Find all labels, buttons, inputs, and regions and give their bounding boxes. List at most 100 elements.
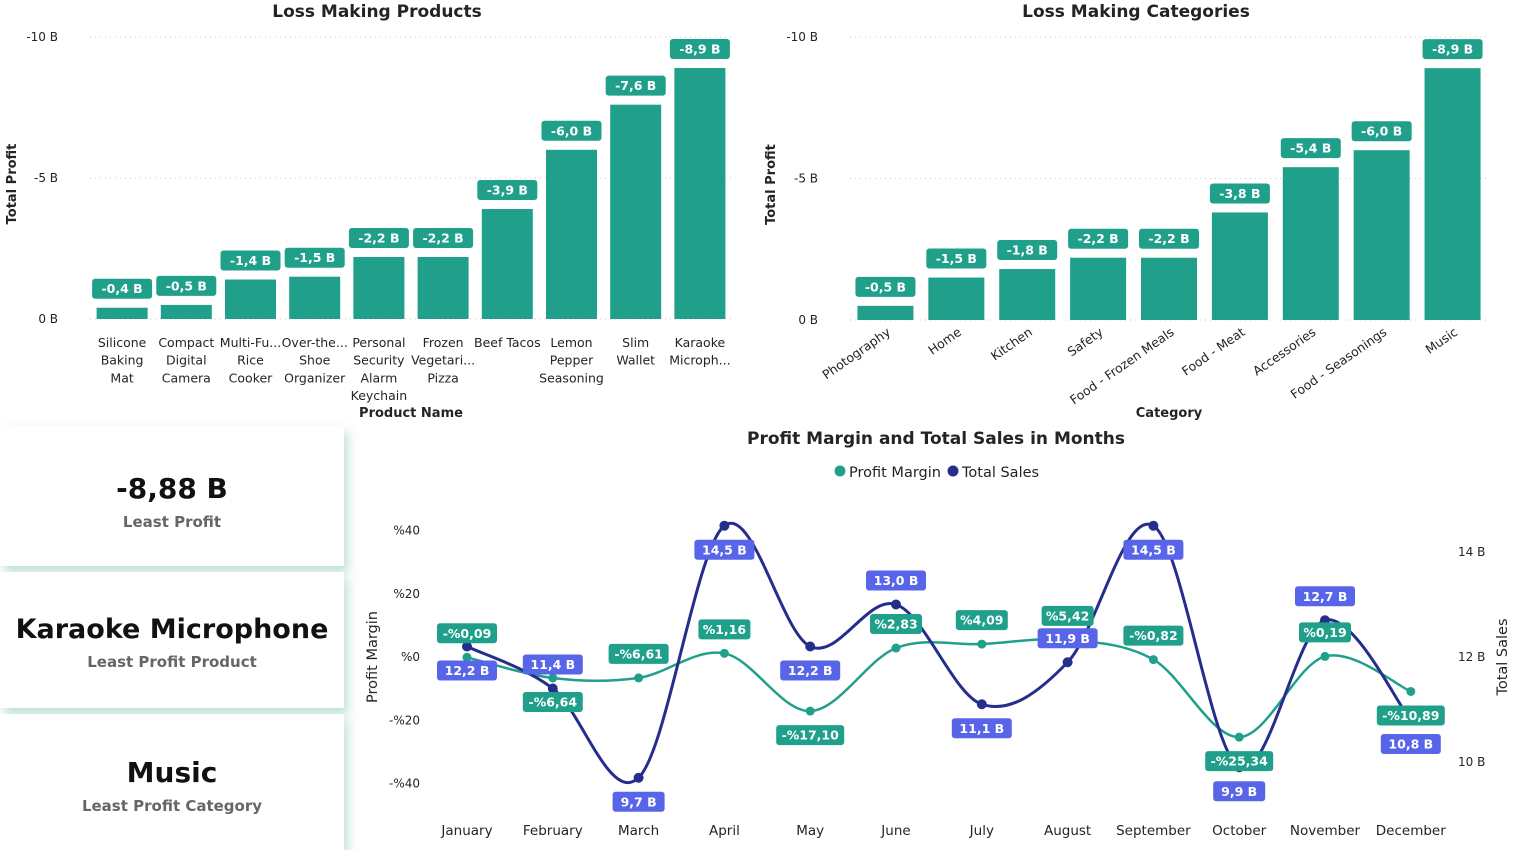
total-sales-data-label: 9,7 B — [612, 791, 665, 812]
total-sales-point — [805, 641, 816, 652]
bar0-category-label: Silicone — [98, 335, 147, 350]
profit-margin-data-label: -%0,82 — [1123, 625, 1184, 646]
least-profit-category-label: Least Profit Category — [81, 797, 263, 815]
total-sales-data-label: 9,9 B — [1213, 781, 1266, 802]
least-profit-value: -8,88 B — [116, 472, 228, 505]
least-profit-category-value: Music — [126, 756, 218, 789]
bar1-data-label-text: -3,8 B — [1219, 186, 1260, 201]
total-sales-point — [547, 683, 558, 694]
least-profit-card: -8,88 B Least Profit — [0, 426, 344, 566]
bar0-category-label: Karaoke — [675, 335, 726, 350]
bar1-data-label-bg — [1351, 121, 1412, 142]
bar1-bar — [1282, 167, 1339, 320]
bar1-data-label-text: -1,5 B — [936, 251, 977, 266]
profit-margin-data-label-bg — [1041, 605, 1094, 626]
profit-margin-data-label: -%6,61 — [608, 643, 669, 664]
total-sales-data-label-text: 14,5 B — [702, 542, 747, 557]
profit-margin-data-label: %2,83 — [870, 614, 922, 635]
bar1-data-label-text: -2,2 B — [1078, 231, 1119, 246]
total-sales-data-label: 12,7 B — [1295, 586, 1355, 607]
profit-margin-data-label-bg — [522, 691, 583, 712]
bar0-data-label-text: -6,0 B — [551, 123, 592, 138]
bar0-bar — [160, 304, 212, 319]
total-sales-data-label-text: 12,2 B — [788, 663, 833, 678]
line-xtick: October — [1212, 823, 1266, 839]
profit-margin-data-label-text: %5,42 — [1046, 608, 1089, 623]
bar1-category-label: Accessories — [1250, 324, 1319, 378]
total-sales-data-label-text: 14,5 B — [1131, 542, 1176, 557]
profit-margin-data-label-text: -%6,64 — [529, 694, 578, 709]
profit-margin-point — [634, 673, 644, 683]
profit-margin-point — [719, 648, 729, 658]
bar0-data-label-bg — [220, 250, 281, 271]
profit-margin-data-label-bg — [1299, 622, 1351, 643]
total-sales-data-label-bg — [612, 791, 665, 812]
bar0-category-label: Microph... — [669, 353, 730, 368]
least-profit-product-value: Karaoke Microphone — [15, 614, 329, 645]
profit-margin-data-label: -%17,10 — [776, 725, 845, 746]
bar0-category-label: Pepper — [550, 353, 594, 368]
bar1-category-label: Safety — [1064, 324, 1106, 360]
least-profit-product-label: Least Profit Product — [87, 653, 257, 671]
bar1-data-label: -2,2 B — [1139, 228, 1199, 249]
bar0-data-label: -1,4 B — [220, 250, 281, 271]
total-sales-data-label-bg — [437, 660, 497, 681]
bar0-bar — [417, 256, 469, 319]
bar1-ytick: 0 B — [798, 313, 818, 327]
profit-margin-point — [805, 706, 815, 716]
bar0-bar — [481, 209, 533, 319]
bar0-data-label-bg — [284, 247, 345, 268]
profit-margin-data-label-bg — [437, 623, 497, 644]
bar0-category-label: Slim — [622, 335, 649, 350]
bar0-data-label: -0,4 B — [92, 278, 153, 299]
bar1-data-label-bg — [1209, 183, 1270, 204]
line-xtick: September — [1116, 823, 1191, 839]
legend-total-sales-marker — [947, 465, 959, 477]
bar1-xlabel: Category — [1136, 406, 1203, 421]
profit-margin-data-label-bg — [1205, 751, 1274, 772]
bar1-ytick: -5 B — [794, 172, 818, 186]
profit-margin-data-label: %4,09 — [955, 610, 1008, 631]
bar0-data-label: -7,6 B — [605, 75, 666, 96]
bar1-category-label: Food - Meat — [1179, 324, 1248, 378]
bar0-ytick: -10 B — [26, 30, 58, 44]
bar0-category-label: Over-the... — [282, 335, 348, 350]
bar0-category-label: Compact — [158, 335, 214, 350]
bar0-bar — [610, 104, 662, 320]
bar0-category-label: Cooker — [229, 370, 274, 385]
profit-margin-data-label-bg — [698, 619, 751, 640]
bar0-data-label: -1,5 B — [284, 247, 345, 268]
profit-margin-data-label: %1,16 — [698, 619, 751, 640]
bar1-data-label-bg — [855, 276, 916, 297]
bar1-data-label: -1,5 B — [926, 248, 987, 269]
bar0-data-label-bg — [156, 275, 217, 296]
bar0-ytick: 0 B — [38, 312, 58, 326]
total-sales-data-label-bg — [951, 718, 1012, 739]
profit-margin-data-label-text: %0,19 — [1303, 625, 1346, 640]
bar1-data-label: -2,2 B — [1068, 228, 1129, 249]
total-sales-data-label: 12,2 B — [780, 660, 841, 681]
bar0-data-label: -8,9 B — [669, 39, 730, 60]
total-sales-data-label-bg — [1123, 539, 1184, 560]
line-y2tick: 14 B — [1458, 545, 1485, 559]
total-sales-data-label-bg — [866, 570, 926, 591]
bar1-data-label-bg — [926, 248, 987, 269]
total-sales-data-label-bg — [1037, 628, 1098, 649]
total-sales-data-label: 12,2 B — [437, 660, 497, 681]
bar1-data-label-text: -0,5 B — [865, 279, 906, 294]
bar1-bar — [1211, 212, 1268, 320]
bar0-data-label: -2,2 B — [348, 227, 409, 248]
line-xtick: February — [523, 823, 583, 839]
bar0-data-label-text: -7,6 B — [615, 78, 656, 93]
bar0-data-label-bg — [348, 227, 409, 248]
bar1-data-label: -8,9 B — [1422, 39, 1483, 60]
bar0-category-label: Shoe — [299, 353, 331, 368]
bar0-bar — [96, 307, 148, 319]
bar0-bar — [546, 149, 597, 319]
bar1-bar — [1141, 257, 1197, 320]
bar0-category-label: Multi-Fu... — [220, 335, 281, 350]
line-legend: Profit Margin Total Sales — [834, 465, 1039, 481]
profit-margin-data-label-text: -%10,89 — [1382, 708, 1439, 723]
bar0-category-label: Personal — [352, 335, 405, 350]
legend-profit-margin-marker — [834, 465, 846, 477]
